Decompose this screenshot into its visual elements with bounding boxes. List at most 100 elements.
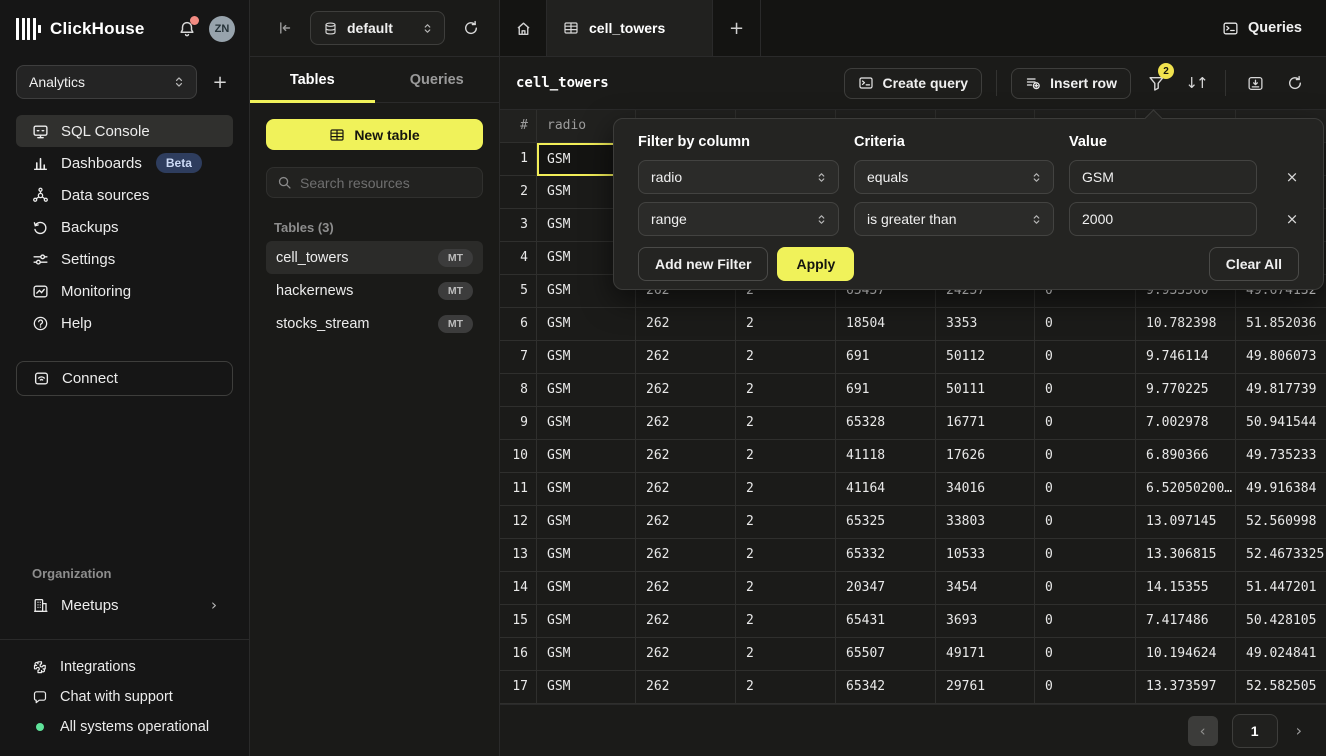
table-cell[interactable]: 0: [1035, 407, 1136, 440]
table-cell[interactable]: GSM: [537, 407, 636, 440]
table-cell[interactable]: 0: [1035, 473, 1136, 506]
sidebar-item-data-sources[interactable]: Data sources: [16, 179, 233, 211]
filter-criteria-select-1[interactable]: equals: [854, 160, 1054, 194]
table-cell[interactable]: 2: [736, 572, 836, 605]
table-cell[interactable]: 20347: [836, 572, 936, 605]
table-cell[interactable]: 49.817739: [1236, 374, 1326, 407]
table-cell[interactable]: 13.373597: [1136, 671, 1236, 704]
connect-button[interactable]: Connect: [16, 361, 233, 396]
search-resources[interactable]: [266, 167, 483, 198]
table-cell[interactable]: 0: [1035, 539, 1136, 572]
table-list-item-cell-towers[interactable]: cell_towers MT: [266, 241, 483, 274]
filter-column-select-2[interactable]: range: [638, 202, 839, 236]
table-list-item-hackernews[interactable]: hackernews MT: [266, 274, 483, 307]
sidebar-item-dashboards[interactable]: Dashboards Beta: [16, 147, 233, 179]
table-cell[interactable]: 7.417486: [1136, 605, 1236, 638]
table-list-item-stocks-stream[interactable]: stocks_stream MT: [266, 307, 483, 340]
table-cell[interactable]: 17626: [936, 440, 1035, 473]
table-cell[interactable]: 65507: [836, 638, 936, 671]
table-cell[interactable]: GSM: [537, 605, 636, 638]
previous-page-button[interactable]: ‹: [1187, 715, 1218, 746]
sidebar-item-integrations[interactable]: Integrations: [16, 652, 233, 682]
table-cell[interactable]: 65328: [836, 407, 936, 440]
new-table-button[interactable]: New table: [266, 119, 483, 150]
tab-tables[interactable]: Tables: [250, 57, 375, 103]
home-button[interactable]: [500, 0, 547, 56]
table-cell[interactable]: 2: [736, 374, 836, 407]
table-cell[interactable]: 0: [1035, 374, 1136, 407]
sort-button[interactable]: ↓↑: [1181, 68, 1211, 98]
table-cell[interactable]: GSM: [537, 539, 636, 572]
table-cell[interactable]: GSM: [537, 671, 636, 704]
table-cell[interactable]: 0: [1035, 671, 1136, 704]
sidebar-item-sql-console[interactable]: SQL Console: [16, 115, 233, 147]
table-cell[interactable]: 262: [636, 440, 736, 473]
table-cell[interactable]: 0: [1035, 638, 1136, 671]
sidebar-item-meetups[interactable]: Meetups ›: [16, 589, 233, 621]
table-cell[interactable]: 29761: [936, 671, 1035, 704]
apply-filters-button[interactable]: Apply: [777, 247, 855, 281]
table-cell[interactable]: GSM: [537, 440, 636, 473]
table-cell[interactable]: 6.52050200…: [1136, 473, 1236, 506]
table-cell[interactable]: 10533: [936, 539, 1035, 572]
add-workspace-button[interactable]: +: [212, 71, 228, 93]
current-page[interactable]: 1: [1231, 713, 1278, 748]
table-cell[interactable]: 10.194624: [1136, 638, 1236, 671]
remove-filter-button-1[interactable]: ×: [1285, 168, 1299, 186]
table-cell[interactable]: GSM: [537, 473, 636, 506]
table-cell[interactable]: 262: [636, 374, 736, 407]
table-cell[interactable]: GSM: [537, 308, 636, 341]
table-cell[interactable]: 2: [736, 506, 836, 539]
filter-column-select-1[interactable]: radio: [638, 160, 839, 194]
table-cell[interactable]: 2: [736, 407, 836, 440]
table-cell[interactable]: 2: [736, 539, 836, 572]
sidebar-item-settings[interactable]: Settings: [16, 243, 233, 275]
table-cell[interactable]: 16771: [936, 407, 1035, 440]
table-cell[interactable]: 65431: [836, 605, 936, 638]
add-new-filter-button[interactable]: Add new Filter: [638, 247, 769, 281]
table-cell[interactable]: 9.770225: [1136, 374, 1236, 407]
table-cell[interactable]: 13.306815: [1136, 539, 1236, 572]
table-cell[interactable]: 13.097145: [1136, 506, 1236, 539]
table-cell[interactable]: 3454: [936, 572, 1035, 605]
avatar[interactable]: ZN: [209, 15, 235, 42]
tab-queries[interactable]: Queries: [409, 71, 464, 88]
table-cell[interactable]: 6.890366: [1136, 440, 1236, 473]
table-cell[interactable]: 0: [1035, 341, 1136, 374]
table-cell[interactable]: 50.428105: [1236, 605, 1326, 638]
table-cell[interactable]: 65342: [836, 671, 936, 704]
sidebar-item-help[interactable]: Help: [16, 307, 233, 339]
table-cell[interactable]: 2: [736, 308, 836, 341]
table-cell[interactable]: 2: [736, 440, 836, 473]
table-cell[interactable]: 262: [636, 506, 736, 539]
table-cell[interactable]: 51.447201: [1236, 572, 1326, 605]
table-cell[interactable]: 262: [636, 308, 736, 341]
download-button[interactable]: [1240, 68, 1270, 98]
table-cell[interactable]: 52.560998: [1236, 506, 1326, 539]
filter-value-input-1[interactable]: [1069, 160, 1257, 194]
table-cell[interactable]: 49.916384: [1236, 473, 1326, 506]
table-cell[interactable]: 51.852036: [1236, 308, 1326, 341]
queries-button[interactable]: Queries: [1222, 20, 1302, 37]
table-cell[interactable]: 50.941544: [1236, 407, 1326, 440]
new-tab-button[interactable]: +: [713, 0, 761, 56]
table-cell[interactable]: 65325: [836, 506, 936, 539]
next-page-button[interactable]: ›: [1295, 721, 1302, 740]
table-cell[interactable]: 0: [1035, 605, 1136, 638]
table-cell[interactable]: 262: [636, 671, 736, 704]
table-cell[interactable]: 52.582505: [1236, 671, 1326, 704]
table-cell[interactable]: 691: [836, 341, 936, 374]
table-cell[interactable]: 2: [736, 473, 836, 506]
table-cell[interactable]: GSM: [537, 374, 636, 407]
table-cell[interactable]: 2: [736, 605, 836, 638]
table-cell[interactable]: 691: [836, 374, 936, 407]
table-cell[interactable]: 33803: [936, 506, 1035, 539]
table-cell[interactable]: 41118: [836, 440, 936, 473]
table-cell[interactable]: GSM: [537, 572, 636, 605]
table-cell[interactable]: 2: [736, 671, 836, 704]
table-cell[interactable]: 262: [636, 605, 736, 638]
table-cell[interactable]: 10.782398: [1136, 308, 1236, 341]
workspace-tab-cell-towers[interactable]: cell_towers: [547, 0, 713, 56]
table-cell[interactable]: 262: [636, 341, 736, 374]
table-cell[interactable]: 9.746114: [1136, 341, 1236, 374]
